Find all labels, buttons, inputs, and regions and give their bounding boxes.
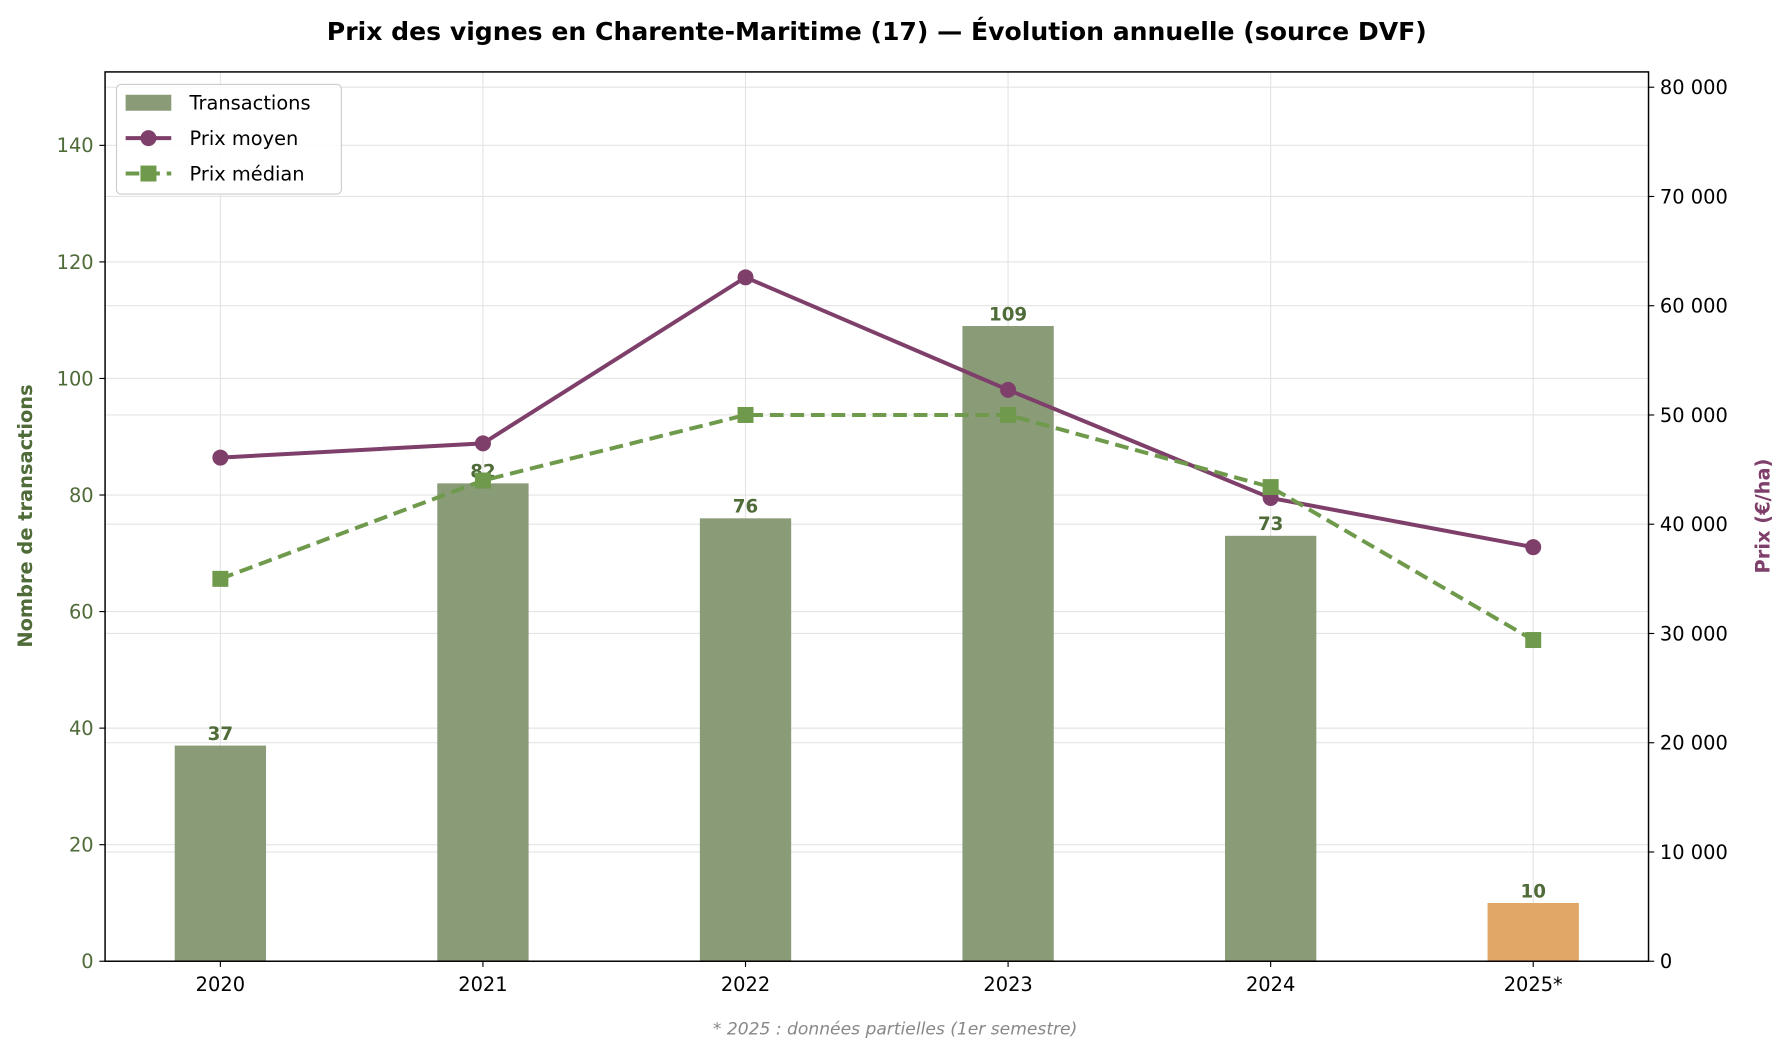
right-tick-label: 0	[1660, 950, 1672, 973]
grid	[105, 71, 1649, 962]
bar-2022	[699, 518, 792, 962]
x-tick-label: 2022	[721, 973, 770, 996]
right-tick-label: 20 000	[1660, 732, 1728, 755]
legend-box	[115, 83, 342, 195]
line-prix-médian	[219, 412, 1535, 642]
left-tick-label: 20	[69, 834, 94, 857]
bar-data-label: 37	[208, 724, 233, 745]
left-tick-label: 80	[69, 484, 94, 507]
point-marker	[474, 472, 491, 489]
point-marker	[1262, 479, 1279, 496]
plot-frame	[104, 71, 1650, 962]
left-tick-label: 120	[57, 251, 94, 274]
legend: Transactions Prix moyen Prix médian	[115, 83, 342, 195]
right-tick-label: 80 000	[1660, 76, 1728, 99]
x-tick-label: 2023	[983, 973, 1032, 996]
bar-data-label: 10	[1521, 881, 1546, 902]
legend-marker	[140, 165, 157, 182]
footnote: * 2025 : données partielles (1er semestr…	[713, 1019, 1077, 1039]
right-tick-label: 70 000	[1660, 185, 1728, 208]
bar-data-label: 109	[989, 304, 1027, 325]
lines	[212, 269, 1542, 649]
point-marker	[474, 435, 491, 452]
legend-marker	[140, 130, 157, 147]
x-tick-label: 2024	[1246, 973, 1295, 996]
point-marker	[212, 570, 229, 587]
bar-2020	[174, 745, 267, 962]
x-tick-label: 2025*	[1504, 973, 1563, 996]
point-marker	[1000, 406, 1017, 423]
axes: 0 20 40 60 80 100 120 140 0 10 000 20 000 30 000 40 …	[57, 71, 1728, 996]
right-tick-label: 10 000	[1660, 841, 1728, 864]
left-tick-label: 40	[69, 717, 94, 740]
x-tick-label: 2020	[196, 973, 245, 996]
line-prix-moyen	[220, 275, 1534, 550]
right-tick-label: 50 000	[1660, 404, 1728, 427]
point-marker	[737, 406, 754, 423]
bar-2021	[437, 483, 529, 962]
legend-label: Prix médian	[190, 162, 305, 185]
legend-swatch-bar	[125, 94, 172, 111]
right-tick-label: 60 000	[1660, 295, 1728, 318]
left-axis-label: Nombre de transactions	[14, 384, 37, 647]
bar-2025*	[1487, 902, 1579, 962]
point-marker	[1525, 539, 1542, 556]
right-tick-label: 30 000	[1660, 622, 1728, 645]
left-tick-label: 100	[57, 367, 94, 390]
point-marker	[1525, 632, 1542, 649]
right-axis-label: Prix (€/ha)	[1752, 459, 1775, 574]
bar-2024	[1224, 535, 1317, 962]
point-marker	[212, 449, 229, 466]
point-marker	[1000, 381, 1017, 398]
bar-data-label: 76	[733, 497, 758, 518]
left-tick-label: 0	[81, 950, 93, 973]
left-tick-label: 140	[57, 134, 94, 157]
x-tick-label: 2021	[458, 973, 507, 996]
bar-data-label: 73	[1258, 514, 1283, 535]
point-marker	[737, 269, 754, 286]
chart-title: Prix des vignes en Charente-Maritime (17…	[327, 17, 1427, 46]
legend-label: Prix moyen	[190, 127, 299, 150]
right-tick-label: 40 000	[1660, 513, 1728, 536]
left-tick-label: 60	[69, 600, 94, 623]
bar-2023	[962, 326, 1054, 962]
legend-label: Transactions	[189, 92, 311, 115]
